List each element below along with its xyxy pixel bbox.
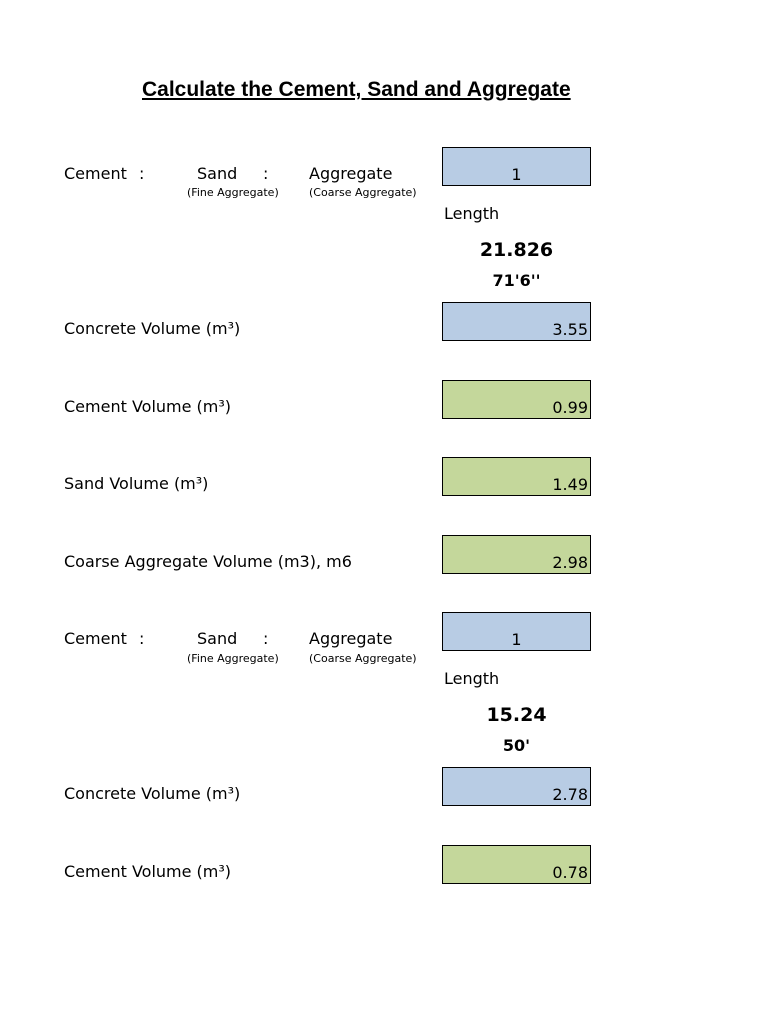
aggregate-label: Aggregate [309, 164, 393, 183]
concrete-volume-input[interactable]: 3.55 [442, 302, 591, 341]
cement-volume-label: Cement Volume (m³) [64, 862, 232, 881]
concrete-volume-label: Concrete Volume (m³) [64, 319, 241, 338]
coarse-volume-cell: 2.98 [442, 535, 591, 574]
ratio-value: 1 [511, 165, 522, 184]
cement-label: Cement [64, 629, 127, 648]
sand-sublabel: (Fine Aggregate) [187, 186, 279, 199]
sand-label: Sand [197, 629, 238, 648]
ratio-separator: : [139, 629, 145, 648]
length-label: Length [444, 669, 500, 688]
page-title: Calculate the Cement, Sand and Aggregate [142, 78, 571, 101]
cement-volume-cell: 0.99 [442, 380, 591, 419]
length-metres: 15.24 [486, 704, 547, 726]
length-label: Length [444, 204, 500, 223]
concrete-volume-value: 2.78 [552, 785, 588, 804]
sand-label: Sand [197, 164, 238, 183]
cement-volume-cell: 0.78 [442, 845, 591, 884]
aggregate-sublabel: (Coarse Aggregate) [309, 652, 417, 665]
concrete-volume-label: Concrete Volume (m³) [64, 784, 241, 803]
cement-volume-value: 0.99 [552, 398, 588, 417]
aggregate-label: Aggregate [309, 629, 393, 648]
sand-volume-cell: 1.49 [442, 457, 591, 496]
coarse-volume-label: Coarse Aggregate Volume (m3), m6 [64, 552, 352, 571]
ratio-separator: : [263, 629, 269, 648]
ratio-separator: : [139, 164, 145, 183]
cement-volume-label: Cement Volume (m³) [64, 397, 232, 416]
ratio-value: 1 [511, 630, 522, 649]
ratio-input-cell[interactable]: 1 [442, 612, 591, 651]
sand-volume-value: 1.49 [552, 475, 588, 494]
concrete-volume-input[interactable]: 2.78 [442, 767, 591, 806]
cement-volume-value: 0.78 [552, 863, 588, 882]
sand-volume-label: Sand Volume (m³) [64, 474, 209, 493]
cement-label: Cement [64, 164, 127, 183]
ratio-input-cell[interactable]: 1 [442, 147, 591, 186]
length-feet: 71'6'' [492, 271, 541, 290]
concrete-volume-value: 3.55 [552, 320, 588, 339]
aggregate-sublabel: (Coarse Aggregate) [309, 186, 417, 199]
coarse-volume-value: 2.98 [552, 553, 588, 572]
sand-sublabel: (Fine Aggregate) [187, 652, 279, 665]
length-feet: 50' [502, 736, 531, 755]
ratio-separator: : [263, 164, 269, 183]
length-metres: 21.826 [479, 239, 554, 261]
